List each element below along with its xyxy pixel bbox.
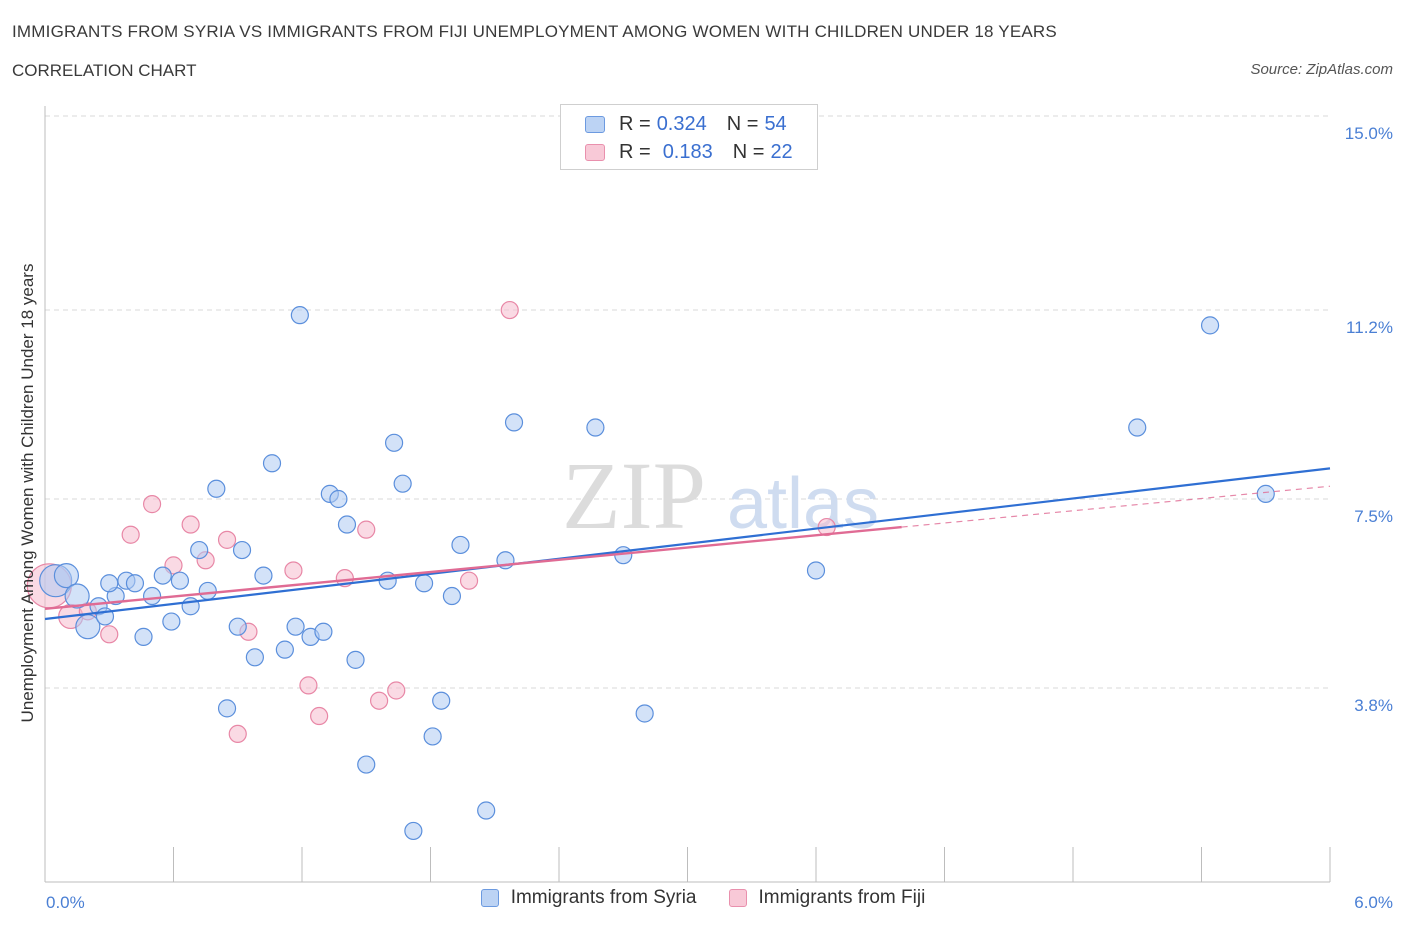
legend-n-value-syria: 54 [764,112,787,135]
syria-point [64,583,90,609]
syria-point [162,612,181,631]
syria-point [432,691,451,710]
syria-point [337,515,357,534]
syria-point [170,571,190,590]
legend-swatch-fiji [728,889,747,907]
syria-point [1256,484,1275,503]
y-axis-label: Unemployment Among Women with Children U… [18,264,37,723]
fiji-point [310,706,329,726]
syria-point [586,418,605,437]
fiji-point [217,530,237,549]
tick-labels: 3.8% 7.5% 11.2% 15.0% 0.0% 6.0% [46,124,1393,912]
syria-point [53,562,80,589]
syria-point [346,650,365,669]
y-tick-label: 3.8% [1354,696,1393,715]
syria-point [245,648,264,667]
legend-swatch-syria [480,889,499,907]
syria-point [1200,316,1220,335]
legend-item-syria[interactable]: Immigrants from Syria [480,887,697,909]
legend-label-fiji: Immigrants from Fiji [758,887,926,908]
syria-point [275,640,294,659]
legend-row-fiji: R = 0.183 N = 22 [585,138,793,166]
legend-row-syria: R = 0.324 N = 54 [585,110,787,138]
fiji-point [370,691,389,710]
syria-trend-line [44,467,1331,621]
syria-point [504,413,524,432]
syria-point [393,474,412,493]
syria-point [290,306,309,325]
series-legend: Immigrants from Syria Immigrants from Fi… [0,887,1406,909]
legend-r-label: R = [619,112,651,135]
fiji-point [299,676,318,695]
series-syria-points [39,306,1275,841]
fiji-point [284,561,303,580]
syria-point [262,454,282,473]
syria-point [153,566,172,585]
syria-point [314,622,333,641]
source-label: Source: ZipAtlas.com [1250,61,1393,78]
legend-n-label: N = [726,112,759,135]
syria-point [384,433,404,452]
trend-lines [44,467,1331,621]
legend-label-syria: Immigrants from Syria [510,887,697,908]
y-tick-label: 11.2% [1346,318,1393,337]
fiji-point [100,625,119,644]
legend-r-label: R = [619,140,651,163]
watermark-zip: ZIP [562,442,706,549]
y-tick-label: 7.5% [1354,507,1393,526]
syria-point [134,627,153,646]
fiji-point [181,515,200,534]
syria-point [357,755,376,774]
syria-point [232,540,252,560]
x-tick-label: 6.0% [1354,893,1393,912]
axes [44,106,1331,883]
legend-n-value-fiji: 22 [770,140,793,163]
legend-item-fiji[interactable]: Immigrants from Fiji [728,887,926,909]
fiji-point [228,724,247,744]
fiji-point [459,571,479,590]
syria-point [142,586,162,606]
y-tick-label: 15.0% [1345,124,1393,143]
syria-point [1128,418,1147,437]
syria-point [198,581,217,601]
syria-point [228,617,247,636]
syria-point [125,574,145,593]
syria-point [100,574,119,593]
syria-point [286,617,305,636]
legend-r-value-syria: 0.324 [656,112,707,135]
fiji-trend-line [44,525,902,610]
syria-point [254,566,273,585]
legend-r-value-fiji: 0.183 [662,140,713,163]
syria-point [217,699,237,718]
syria-point [423,727,442,746]
series-fiji-points [26,300,836,744]
syria-point [451,535,470,555]
chart-subtitle: CORRELATION CHART [12,61,197,80]
fiji-trend-extension [901,485,1331,528]
x-tick-label: 0.0% [46,893,85,912]
fiji-point [142,495,162,514]
fiji-point [387,681,406,700]
chart-title: IMMIGRANTS FROM SYRIA VS IMMIGRANTS FROM… [12,22,1057,41]
syria-point [329,489,348,509]
fiji-point [500,300,519,320]
syria-point [477,801,496,820]
syria-point [404,821,423,841]
syria-point [190,540,209,560]
stats-legend: R = 0.324 N = 54 R = 0.183 N = 22 [560,104,818,170]
grid-lines [45,115,1330,689]
syria-point [442,586,462,606]
syria-point [207,479,226,498]
syria-point [635,704,654,723]
syria-point [414,574,434,593]
legend-swatch-fiji [585,143,605,161]
fiji-point [121,525,140,544]
fiji-point [357,520,376,539]
legend-n-label: N = [732,140,765,163]
syria-point [806,561,826,580]
legend-swatch-syria [585,115,605,133]
